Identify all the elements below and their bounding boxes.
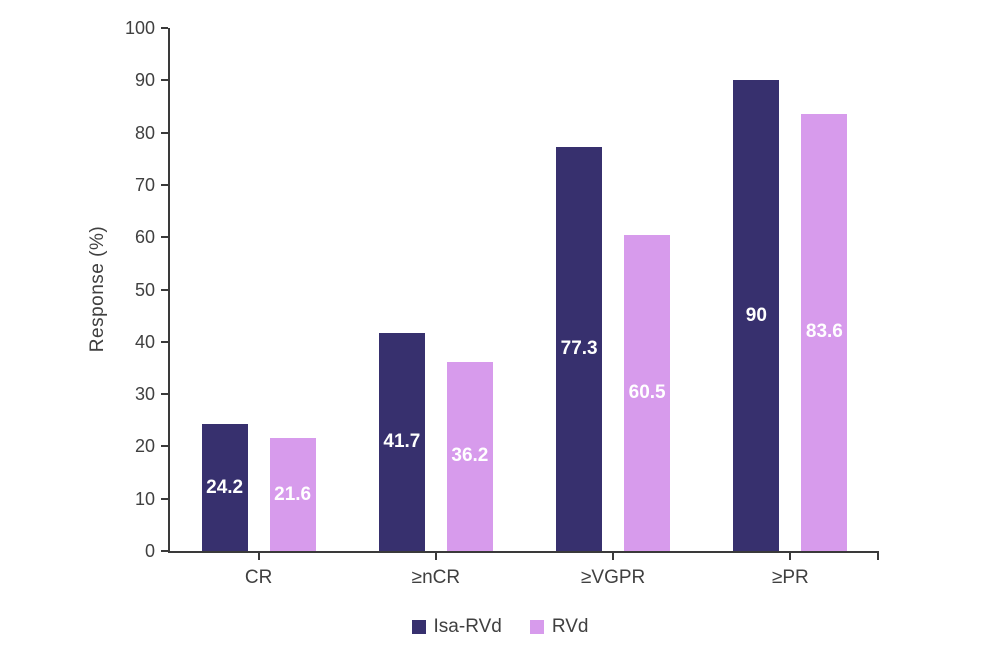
y-axis-tick-label: 60 xyxy=(134,227,155,248)
bar-value-label: 41.7 xyxy=(383,430,421,452)
y-axis-tick-label: 90 xyxy=(134,70,155,91)
x-axis-tick xyxy=(257,553,260,560)
y-axis-tick-label: 0 xyxy=(144,541,155,561)
bar-isa-rvd-ge-pr: 90 xyxy=(733,80,780,551)
y-axis-title: Response (%) xyxy=(87,225,108,353)
y-axis-tick-label: 30 xyxy=(134,384,155,405)
legend: Isa-RVd RVd xyxy=(0,616,1000,638)
y-axis-tick-label: 100 xyxy=(124,18,155,38)
y-axis-tick xyxy=(161,550,168,552)
bar-value-label: 60.5 xyxy=(628,381,666,403)
legend-label: RVd xyxy=(551,616,589,637)
y-axis-tick xyxy=(161,131,168,134)
x-axis-category-label: ≥VGPR xyxy=(580,567,646,588)
x-axis-category-label: CR xyxy=(244,567,273,588)
bar-rvd-ge-vgpr: 60.5 xyxy=(624,234,671,551)
y-axis-tick xyxy=(161,236,168,239)
plot-area: 0 10 20 30 40 50 60 70 80 90 100 CR 24.2 21.6 ≥nCR 41.7… xyxy=(125,18,879,588)
x-axis-tick xyxy=(789,553,792,560)
y-axis-tick-label: 40 xyxy=(134,331,155,352)
y-axis-tick xyxy=(161,340,168,343)
bar-isa-rvd-cr: 24.2 xyxy=(201,424,248,551)
legend-item-isa-rvd: Isa-RVd xyxy=(411,616,502,638)
x-axis-category-label: ≥PR xyxy=(771,567,809,588)
y-axis-tick-label: 20 xyxy=(134,436,155,457)
y-axis-tick xyxy=(161,393,168,396)
y-axis-tick-label: 10 xyxy=(134,488,155,509)
bar-rvd-ge-ncr: 36.2 xyxy=(446,361,493,551)
y-axis-tick-label: 50 xyxy=(134,279,155,300)
bar-value-label: 21.6 xyxy=(274,483,312,505)
y-axis-tick-label: 80 xyxy=(134,122,155,143)
legend-swatch xyxy=(411,620,426,634)
bar-value-label: 24.2 xyxy=(206,476,244,498)
bar-value-label: 90 xyxy=(745,304,767,326)
bar-rvd-cr: 21.6 xyxy=(269,438,316,551)
bar-rvd-ge-pr: 83.6 xyxy=(801,113,848,551)
legend-item-rvd: RVd xyxy=(529,616,589,638)
y-axis-tick xyxy=(161,79,168,82)
y-axis-tick xyxy=(161,445,168,448)
y-axis-tick-label: 70 xyxy=(134,174,155,195)
y-axis-tick xyxy=(161,288,168,291)
x-axis-tick xyxy=(612,553,615,560)
legend-swatch xyxy=(529,620,544,634)
bar-value-label: 77.3 xyxy=(560,337,598,359)
y-axis-tick xyxy=(161,183,168,186)
x-axis-end-tick xyxy=(877,553,879,560)
bar-value-label: 36.2 xyxy=(451,445,489,467)
y-axis-tick xyxy=(161,497,168,500)
legend-label: Isa-RVd xyxy=(433,616,502,637)
bar-isa-rvd-ge-ncr: 41.7 xyxy=(378,332,425,551)
bar-isa-rvd-ge-vgpr: 77.3 xyxy=(556,146,603,551)
bar-value-label: 83.6 xyxy=(805,321,843,343)
x-axis-category-label: ≥nCR xyxy=(411,567,461,588)
y-axis-tick xyxy=(161,27,168,29)
x-axis-tick xyxy=(434,553,437,560)
